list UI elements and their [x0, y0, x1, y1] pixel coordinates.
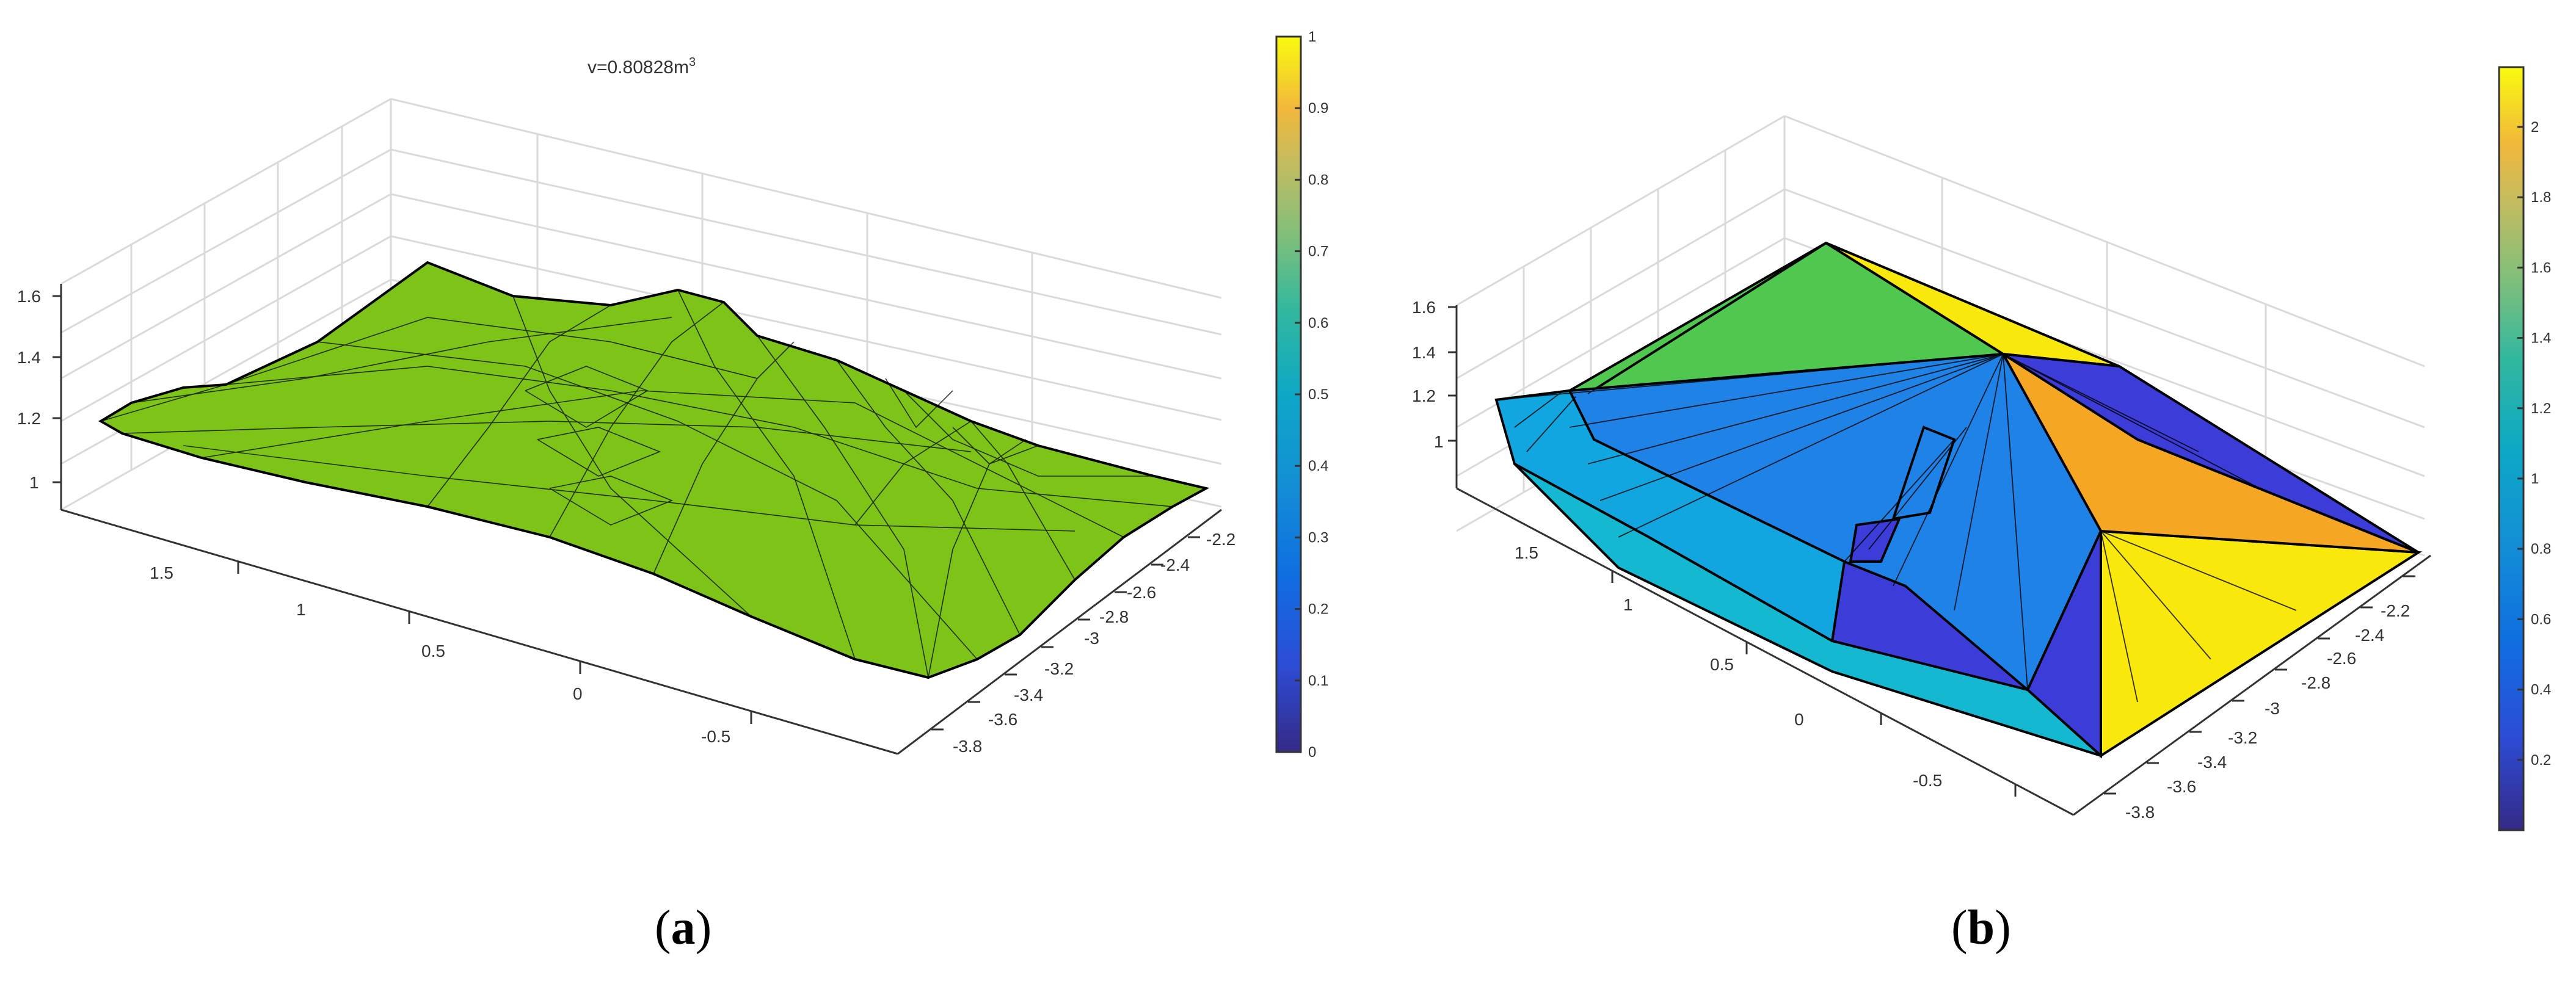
panel-b-x-tick-label: 0 — [1794, 710, 1804, 729]
panel-a-mesh — [100, 262, 1173, 678]
panel-a-x-tick-label: 1 — [296, 600, 306, 619]
panel-a-y-tick-label: -3 — [1084, 629, 1099, 648]
panel-b-colorbar-label: 1.2 — [2531, 400, 2551, 417]
panel-b-z-tick-label: 1.4 — [1412, 343, 1436, 362]
panel-b-y-tick-label: -3.6 — [2167, 777, 2196, 796]
caption-a: (a) — [655, 901, 712, 955]
panel-b-y-tick-label: -3 — [2265, 699, 2280, 718]
panel-a-z-tick-label: 1.6 — [17, 287, 41, 306]
panel-a-x-tick-label: 0.5 — [421, 642, 445, 660]
panel-b-z-tick-label: 1.2 — [1412, 386, 1436, 405]
panel-b-y-tick-label: -3.8 — [2125, 803, 2155, 822]
panel-a-y-tick-label: -3.6 — [988, 710, 1017, 729]
panel-a-y-tick-label: -2.2 — [1206, 530, 1235, 549]
panel-a-colorbar-label: 0.8 — [1308, 172, 1328, 188]
panel-b-y-tick-label: -3.2 — [2228, 728, 2257, 747]
panel-b-colorbar-label: 0.4 — [2531, 682, 2551, 698]
panel-b-colorbar-label: 2 — [2531, 119, 2539, 136]
panel-b-colorbar-label: 0.8 — [2531, 541, 2551, 557]
panel-a-y-tick-label: -3.2 — [1044, 659, 1074, 678]
panel-a-colorbar-label: 0.5 — [1308, 386, 1328, 403]
panel-b-colorbar-label: 0.2 — [2531, 752, 2551, 769]
panel-a-axes — [60, 284, 1222, 755]
panel-a-colorbar-label: 0.1 — [1308, 673, 1328, 689]
panel-a-y-tick-label: -2.4 — [1160, 555, 1190, 574]
panel-a-x-ticks — [237, 562, 752, 724]
panel-b-axes — [1455, 305, 2431, 816]
panel-b-mesh — [1496, 242, 2419, 756]
panel-b-colorbar-label: 1 — [2531, 471, 2539, 487]
panel-a-x-tick-label: 0 — [573, 684, 583, 703]
panel-a-colorbar-label: 0.7 — [1308, 244, 1328, 260]
panel-a-colorbar-label: 0.9 — [1308, 100, 1328, 117]
panel-a-colorbar: 0 0.1 0.2 0.3 0.4 0.5 0.6 0.7 0.8 0.9 1 — [1275, 29, 1328, 761]
panel-b-surface — [1494, 241, 2423, 759]
panel-b-y-tick-label: -2.4 — [2355, 626, 2384, 645]
panel-a-z-tick-label: 1 — [29, 473, 39, 492]
panel-b-x-tick-label: -0.5 — [1913, 771, 1942, 790]
panel-a-surface — [98, 261, 1210, 679]
panel-a-z-tick-label: 1.2 — [17, 409, 41, 428]
panel-b-colorbar-label: 1.4 — [2531, 330, 2551, 347]
panel-a-y-tick-label: -2.6 — [1127, 583, 1156, 602]
panel-b-z-ticks — [1448, 306, 1457, 442]
panel-b-colorbar-label: 1.6 — [2531, 259, 2551, 276]
panel-b-y-ticks — [2104, 575, 2415, 795]
panel-a-title: v=0.80828m3 — [588, 56, 696, 78]
panel-a-x-tick-label: -0.5 — [701, 727, 730, 746]
panel-b-y-tick-label: -3.4 — [2197, 753, 2227, 772]
panel-b-x-ticks — [1611, 571, 2017, 797]
panel-a-y-tick-label: -3.8 — [953, 737, 982, 756]
panel-a-y-ticks — [931, 536, 1200, 731]
panel-b-x-tick-label: 1 — [1623, 595, 1633, 614]
caption-b: (b) — [1951, 901, 2011, 955]
panel-b-colorbar-label: 1.8 — [2531, 189, 2551, 206]
panel-a-x-tick-label: 1.5 — [150, 563, 173, 582]
panel-a-colorbar-label: 0 — [1308, 744, 1316, 761]
panel-b-colorbar: 0.2 0.4 0.6 0.8 1 1.2 1.4 1.6 1.8 2 — [2498, 66, 2551, 831]
panel-a-y-tick-label: -3.4 — [1014, 686, 1043, 704]
panel-b-surface-plot: 1 1.2 1.4 1.6 -0.5 0 0.5 1 1.5 -3.8 -3.6… — [1412, 66, 2551, 831]
panel-a-y-tick-label: -2.8 — [1099, 607, 1129, 626]
panel-a-colorbar-label: 0.3 — [1308, 529, 1328, 546]
panel-b-y-tick-label: -2.8 — [2301, 673, 2330, 692]
panel-b-x-tick-label: 1.5 — [1515, 543, 1538, 562]
panel-a-z-ticks — [53, 295, 61, 483]
panel-b-y-tick-label: -2.6 — [2327, 649, 2356, 668]
panel-a-z-tick-label: 1.4 — [17, 348, 41, 367]
panel-a-colorbar-label: 1 — [1308, 29, 1316, 45]
panel-a-surface-plot: v=0.80828m3 1 1.2 1.4 1.6 -0.5 0 0.5 1 1… — [17, 29, 1328, 761]
panel-b-z-tick-label: 1 — [1434, 432, 1444, 451]
panel-a-colorbar-label: 0.6 — [1308, 315, 1328, 331]
panel-b-colorbar-label: 0.6 — [2531, 611, 2551, 628]
panel-b-x-tick-label: 0.5 — [1710, 655, 1734, 674]
panel-a-colorbar-label: 0.2 — [1308, 601, 1328, 618]
panel-b-y-tick-label: -2.2 — [2381, 601, 2410, 620]
panel-b-z-tick-label: 1.6 — [1412, 298, 1436, 317]
panel-a-colorbar-label: 0.4 — [1308, 458, 1328, 474]
